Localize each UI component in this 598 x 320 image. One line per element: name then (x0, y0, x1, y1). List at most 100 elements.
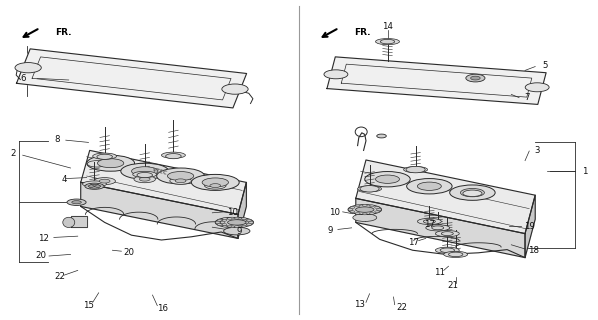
Text: 9: 9 (328, 226, 332, 235)
Ellipse shape (362, 204, 367, 206)
Ellipse shape (85, 183, 104, 189)
Ellipse shape (217, 219, 222, 221)
Ellipse shape (377, 209, 382, 211)
Ellipse shape (97, 154, 112, 159)
Ellipse shape (133, 171, 157, 178)
Ellipse shape (161, 152, 185, 158)
Ellipse shape (249, 221, 254, 223)
Text: 1: 1 (582, 167, 588, 176)
Ellipse shape (356, 207, 374, 212)
Ellipse shape (99, 179, 110, 183)
Ellipse shape (362, 213, 367, 215)
Ellipse shape (324, 70, 348, 79)
Ellipse shape (224, 227, 250, 235)
Ellipse shape (448, 252, 463, 257)
Text: 15: 15 (83, 301, 94, 310)
Ellipse shape (440, 248, 454, 252)
Polygon shape (71, 216, 87, 227)
Text: 21: 21 (448, 281, 459, 290)
Polygon shape (356, 160, 535, 234)
Ellipse shape (227, 218, 232, 220)
Text: 10: 10 (329, 208, 340, 217)
Ellipse shape (87, 161, 106, 167)
Ellipse shape (432, 226, 444, 230)
Ellipse shape (450, 185, 495, 200)
Ellipse shape (227, 225, 232, 227)
Ellipse shape (353, 214, 377, 221)
Ellipse shape (94, 178, 115, 185)
Ellipse shape (355, 212, 360, 214)
Ellipse shape (242, 225, 246, 227)
Ellipse shape (220, 221, 225, 223)
Ellipse shape (471, 76, 480, 80)
Ellipse shape (223, 220, 241, 225)
Text: 3: 3 (534, 146, 540, 155)
Text: 17: 17 (408, 238, 419, 247)
Ellipse shape (215, 218, 249, 227)
Ellipse shape (191, 174, 239, 190)
Ellipse shape (423, 220, 435, 223)
Ellipse shape (350, 211, 355, 213)
Ellipse shape (404, 166, 428, 173)
Ellipse shape (210, 184, 221, 188)
Ellipse shape (525, 83, 549, 92)
Polygon shape (81, 150, 246, 214)
Text: 9: 9 (237, 228, 242, 236)
Text: 14: 14 (382, 22, 393, 31)
Ellipse shape (230, 226, 234, 228)
Ellipse shape (220, 218, 254, 227)
Ellipse shape (380, 39, 395, 44)
Text: 2: 2 (10, 149, 16, 158)
Text: 11: 11 (434, 268, 445, 277)
Ellipse shape (234, 217, 239, 219)
Ellipse shape (166, 154, 181, 159)
Ellipse shape (170, 177, 191, 184)
Ellipse shape (370, 205, 374, 207)
Ellipse shape (83, 181, 106, 187)
Ellipse shape (406, 166, 425, 173)
Text: 4: 4 (62, 175, 68, 184)
Ellipse shape (376, 38, 399, 45)
Ellipse shape (237, 225, 242, 227)
Text: 17: 17 (424, 220, 435, 229)
Text: 10: 10 (227, 208, 237, 217)
Ellipse shape (222, 225, 227, 227)
Ellipse shape (237, 218, 242, 220)
Ellipse shape (222, 218, 227, 220)
Ellipse shape (355, 205, 360, 207)
Polygon shape (238, 182, 246, 238)
Ellipse shape (358, 186, 382, 192)
Ellipse shape (463, 190, 482, 196)
Ellipse shape (242, 219, 247, 221)
Ellipse shape (376, 175, 399, 183)
Ellipse shape (228, 220, 246, 225)
Text: 19: 19 (524, 222, 535, 231)
Text: 8: 8 (54, 135, 60, 144)
Text: FR.: FR. (354, 28, 371, 37)
Polygon shape (17, 49, 246, 108)
Ellipse shape (167, 172, 194, 180)
Text: 22: 22 (396, 303, 407, 312)
Ellipse shape (217, 224, 222, 226)
Ellipse shape (175, 179, 186, 183)
Ellipse shape (435, 230, 459, 237)
Ellipse shape (222, 224, 227, 226)
Ellipse shape (132, 167, 158, 176)
Ellipse shape (348, 205, 382, 214)
Ellipse shape (348, 209, 353, 211)
Ellipse shape (93, 153, 117, 159)
Ellipse shape (89, 184, 100, 188)
Text: VTEC: VTEC (152, 167, 169, 176)
Ellipse shape (247, 224, 252, 226)
Ellipse shape (121, 163, 169, 179)
Ellipse shape (205, 182, 226, 189)
Ellipse shape (137, 172, 152, 178)
Polygon shape (327, 57, 546, 104)
Ellipse shape (375, 211, 380, 213)
Polygon shape (525, 195, 535, 258)
Ellipse shape (247, 219, 252, 221)
Text: 12: 12 (38, 234, 48, 243)
Ellipse shape (435, 247, 459, 253)
Ellipse shape (407, 179, 452, 194)
Ellipse shape (417, 182, 441, 190)
